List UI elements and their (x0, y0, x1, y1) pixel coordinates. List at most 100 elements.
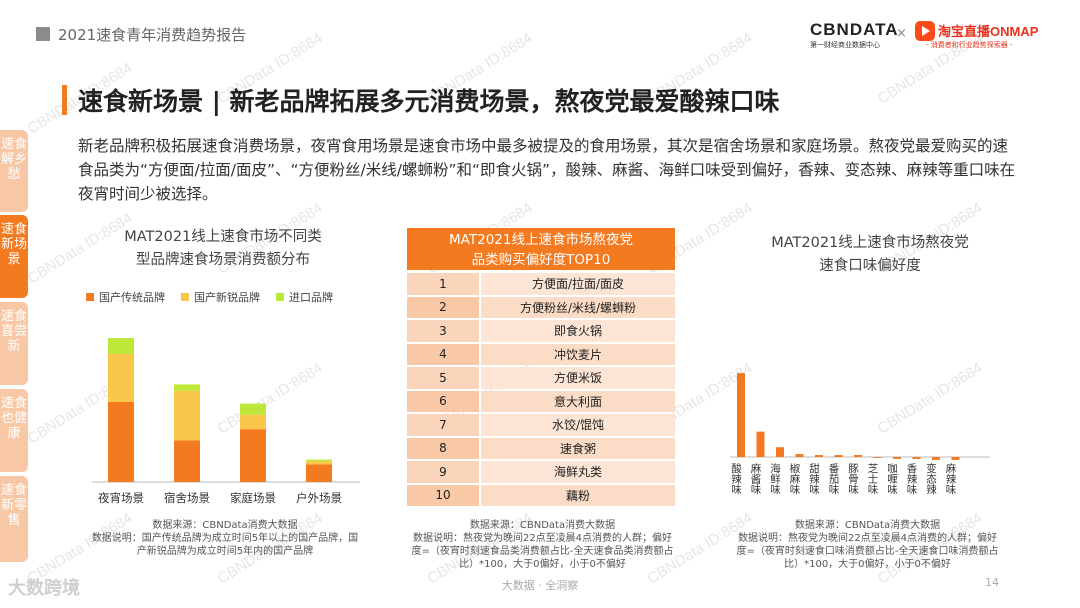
table-row: 9 海鲜丸类 (407, 461, 675, 483)
header-square-icon (36, 27, 50, 41)
intro-paragraph: 新老品牌积极拓展速食消费场景，夜宵食用场景是速食市场中最多被提及的食用场景，其次… (78, 137, 1016, 203)
x-tick-label: 豚骨味 (847, 463, 859, 495)
sidebar-tab-new-scenes[interactable]: 速食新场景 (0, 215, 28, 298)
legend-label: 进口品牌 (289, 291, 333, 304)
bar-segment (240, 429, 266, 482)
chart1-note-line1: 数据说明：国产传统品牌为成立时间5年以上的国产品牌，国 (91, 533, 359, 544)
bar (795, 454, 804, 457)
top10-title-line2: 品类购买偏好度TOP10 (471, 252, 611, 268)
bar (951, 457, 960, 460)
rank-cell: 1 (407, 273, 479, 295)
logo-cross: × (896, 26, 907, 41)
category-cell: 方便面/拉面/面皮 (479, 273, 675, 295)
sidebar-tab-label: 速食新场景 (0, 222, 27, 267)
top10-title-line1: MAT2021线上速食市场熬夜党 (449, 232, 633, 248)
sidebar-tab-healthy[interactable]: 速食也健康 (0, 389, 28, 472)
x-tick-label: 宿舍场景 (164, 491, 210, 505)
chart1-title: MAT2021线上速食市场不同类 型品牌速食场景消费额分布 (88, 226, 358, 272)
bar-segment (306, 461, 332, 465)
x-tick-label: 变态辣 (925, 462, 937, 495)
bar-segment (108, 402, 134, 482)
category-cell: 冲饮麦片 (479, 343, 675, 365)
brand-watermark: 大数跨境 (8, 578, 80, 599)
bar-segment (306, 459, 332, 462)
bar-segment (174, 390, 200, 441)
rank-cell: 3 (407, 320, 479, 342)
sidebar-tab-label: 速食喜尝新 (0, 309, 27, 354)
chart2-note-line2: 度=（夜宵时刻速食品类消费额占比-全天速食品类消费额占 (411, 546, 674, 557)
category-cell: 方便米饭 (479, 367, 675, 389)
sidebar-tab-label: 速食解乡愁 (0, 137, 27, 182)
cbndata-logo-subtitle: 第一财经商业数据中心 (810, 41, 880, 49)
category-cell: 即食火锅 (479, 320, 675, 342)
rank-cell: 7 (407, 414, 479, 436)
bar (776, 447, 784, 457)
bar (854, 455, 862, 457)
chart3-source: 数据来源：CBNData消费大数据 (794, 520, 941, 531)
chart2-note-line3: 比）*100，大于0偏好，小于0不偏好 (459, 559, 626, 570)
flavor-bar-chart: 酸辣味 麻酱味 海鲜味 椒麻味 甜辣味 番茄味 豚骨味 芝士味 咖喱味 香辣味 变态辣 麻辣味 (730, 373, 990, 495)
legend-item: 进口品牌 (276, 289, 333, 305)
legend-item: 国产新锐品牌 (181, 289, 260, 305)
sidebar-tab-nostalgia[interactable]: 速食解乡愁 (0, 130, 28, 212)
bar (737, 373, 745, 457)
chart3-note-line3: 比）*100，大于0偏好，小于0不偏好 (784, 559, 951, 570)
title-accent-bar (62, 85, 67, 115)
x-tick-label: 家庭场景 (230, 491, 276, 505)
page-number: 14 (985, 576, 999, 589)
table-row: 4 冲饮麦片 (407, 343, 675, 365)
table-row: 7 水饺/馄饨 (407, 414, 675, 436)
bar-segment (240, 414, 266, 430)
bar-segment (306, 464, 332, 482)
x-tick-label: 麻酱味 (750, 462, 762, 494)
table-row: 5 方便米饭 (407, 367, 675, 389)
legend-label: 国产新锐品牌 (194, 291, 260, 304)
chart1-note-line2: 产新锐品牌为成立时间5年内的国产品牌 (136, 546, 314, 557)
bar-segment (174, 440, 200, 482)
chart1-notes: 数据来源：CBNData消费大数据 数据说明：国产传统品牌为成立时间5年以上的国… (80, 519, 370, 558)
bar-segment (108, 354, 134, 402)
rank-cell: 8 (407, 437, 479, 459)
legend-label: 国产传统品牌 (99, 291, 165, 304)
chart1-title-line1: MAT2021线上速食市场不同类 (124, 229, 322, 245)
play-icon (915, 21, 935, 41)
x-tick-label: 咖喱味 (886, 463, 898, 495)
x-tick-label: 香辣味 (906, 463, 918, 495)
page-title: 速食新场景 | 新老品牌拓展多元消费场景，熬夜党最爱酸辣口味 (78, 87, 780, 116)
taobao-live-logo-subtitle: - 消费者和行业趋势探索器 - (926, 41, 1013, 49)
x-tick-label: 户外场景 (296, 491, 342, 505)
top10-table-wrap: 1 方便面/拉面/面皮 2 方便粉丝/米线/螺蛳粉 3 即食火锅 4 冲饮麦片 5 方便米饭 6 意大… (407, 271, 675, 508)
chart3-title-line2: 速食口味偏好度 (819, 258, 921, 274)
report-title: 2021速食青年消费趋势报告 (58, 26, 247, 44)
bar-segment (108, 338, 134, 354)
category-cell: 意大利面 (479, 390, 675, 412)
sidebar-tab-try-new[interactable]: 速食喜尝新 (0, 302, 28, 385)
rank-cell: 10 (407, 484, 479, 506)
category-cell: 方便粉丝/米线/螺蛳粉 (479, 296, 675, 318)
taobao-live-logo: 淘宝直播ONMAP (938, 24, 1039, 39)
rank-cell: 5 (407, 367, 479, 389)
table-row: 8 速食粥 (407, 437, 675, 459)
chart2-note-line1: 数据说明：熬夜党为晚间22点至凌晨4点消费的人群；偏好 (412, 533, 673, 544)
table-row: 10 藕粉 (407, 484, 675, 506)
legend-swatch (276, 293, 284, 301)
bar (932, 457, 940, 460)
x-tick-label: 椒麻味 (789, 462, 801, 494)
category-cell: 藕粉 (479, 484, 675, 506)
bar (873, 457, 882, 458)
category-cell: 速食粥 (479, 437, 675, 459)
table-row: 1 方便面/拉面/面皮 (407, 273, 675, 295)
chart3-title: MAT2021线上速食市场熬夜党 速食口味偏好度 (735, 232, 1005, 278)
bar (893, 457, 901, 459)
chart3-title-line1: MAT2021线上速食市场熬夜党 (771, 235, 969, 251)
bar-segment (174, 384, 200, 391)
sidebar-tab-new-retail[interactable]: 速食新零售 (0, 476, 28, 562)
stacked-bar-chart: 夜宵场景 宿舍场景 家庭场景 户外场景 (92, 338, 360, 505)
legend-swatch (181, 293, 189, 301)
rank-cell: 2 (407, 296, 479, 318)
x-tick-label: 海鲜味 (769, 462, 781, 494)
bar (815, 455, 823, 457)
x-tick-label: 甜辣味 (808, 462, 820, 494)
chart2-source: 数据来源：CBNData消费大数据 (469, 520, 616, 531)
top10-table: 1 方便面/拉面/面皮 2 方便粉丝/米线/螺蛳粉 3 即食火锅 4 冲饮麦片 5 方便米饭 6 意大… (407, 271, 675, 508)
